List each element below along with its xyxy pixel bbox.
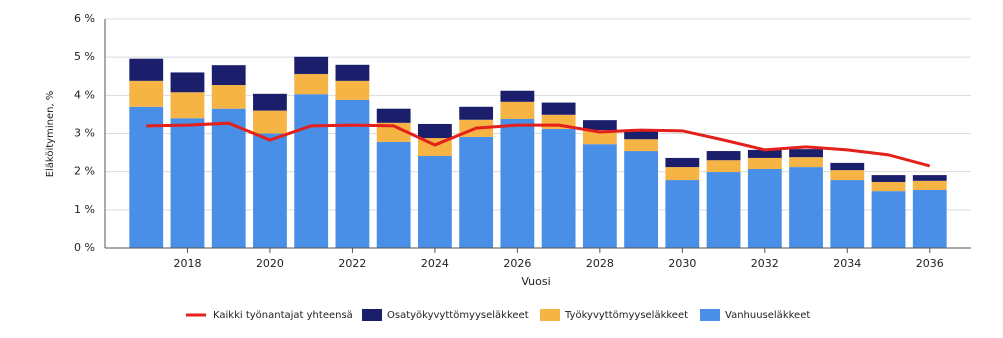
bar: [335, 64, 370, 81]
y-tick-label: 3 %: [74, 127, 95, 140]
y-tick-label: 0 %: [74, 241, 95, 254]
bar: [335, 99, 370, 248]
bar: [582, 120, 617, 131]
bar: [417, 156, 452, 248]
bar: [211, 108, 246, 248]
bar: [294, 73, 329, 95]
bar: [376, 141, 411, 248]
y-tick-label: 1 %: [74, 203, 95, 216]
bar: [170, 92, 205, 119]
line: [146, 121, 931, 168]
bar: [706, 172, 741, 248]
bar: [747, 168, 782, 248]
x-tick-label: 2022: [338, 257, 366, 270]
bar: [871, 181, 906, 192]
bar: [871, 175, 906, 182]
x-tick-label: 2018: [173, 257, 201, 270]
bar: [253, 133, 287, 248]
bar: [541, 102, 576, 115]
y-tick-label: 6 %: [74, 12, 95, 25]
bar: [500, 118, 535, 248]
legend-label: Vanhuuseläkkeet: [725, 310, 810, 321]
bar: [871, 191, 906, 248]
bar: [541, 128, 576, 248]
bar: [789, 167, 823, 248]
bar: [706, 151, 741, 161]
legend-swatch: [540, 309, 560, 321]
bar: [830, 162, 865, 171]
bar: [500, 90, 535, 102]
bar: [170, 72, 205, 93]
bar: [912, 175, 947, 181]
bar: [294, 94, 329, 249]
bar: [624, 139, 659, 152]
bar: [665, 167, 700, 181]
x-tick-label: 2020: [256, 257, 284, 270]
bar: [459, 106, 494, 120]
x-tick-label: 2034: [833, 257, 861, 270]
bar: [335, 80, 370, 100]
x-tick-label: 2032: [751, 257, 779, 270]
legend-label: Kaikki työnantajat yhteensä: [213, 310, 353, 321]
bar: [129, 106, 164, 249]
bar: [129, 80, 164, 107]
x-tick-label: 2026: [503, 257, 531, 270]
legend-label: Työkyvyttömyyseläkkeet: [564, 310, 688, 321]
y-tick-label: 5 %: [74, 50, 95, 63]
bar: [294, 56, 329, 74]
bar: [789, 149, 823, 158]
bar: [170, 118, 205, 248]
bar: [459, 136, 494, 248]
bar: [582, 144, 617, 248]
legend-swatch: [362, 309, 382, 321]
bar: [253, 110, 287, 134]
bar: [582, 130, 617, 145]
bar: [912, 189, 947, 248]
bar: [253, 93, 287, 111]
bar: [211, 85, 246, 109]
bar: [830, 170, 865, 181]
bar: [747, 149, 782, 158]
bar: [912, 180, 947, 190]
x-tick-label: 2036: [916, 257, 944, 270]
bar: [624, 130, 659, 140]
bar: [747, 157, 782, 169]
bar: [789, 157, 823, 168]
x-tick-label: 2024: [421, 257, 449, 270]
x-axis-label: Vuosi: [521, 275, 550, 288]
bar: [376, 122, 411, 142]
bar: [417, 123, 452, 139]
legend-label: Osatyökyvyttömyyseläkkeet: [387, 310, 529, 321]
bar: [706, 160, 741, 173]
bar: [624, 151, 659, 248]
x-tick-label: 2030: [668, 257, 696, 270]
legend-swatch: [700, 309, 720, 321]
bar: [376, 108, 411, 123]
bar: [665, 157, 700, 168]
y-tick-label: 2 %: [74, 165, 95, 178]
bar: [830, 180, 865, 248]
bar: [129, 58, 164, 81]
y-tick-label: 4 %: [74, 88, 95, 101]
bar: [500, 101, 535, 119]
x-tick-label: 2028: [586, 257, 614, 270]
y-axis-label: Eläköityminen, %: [45, 91, 56, 178]
bar: [665, 180, 700, 248]
bar: [211, 65, 246, 86]
